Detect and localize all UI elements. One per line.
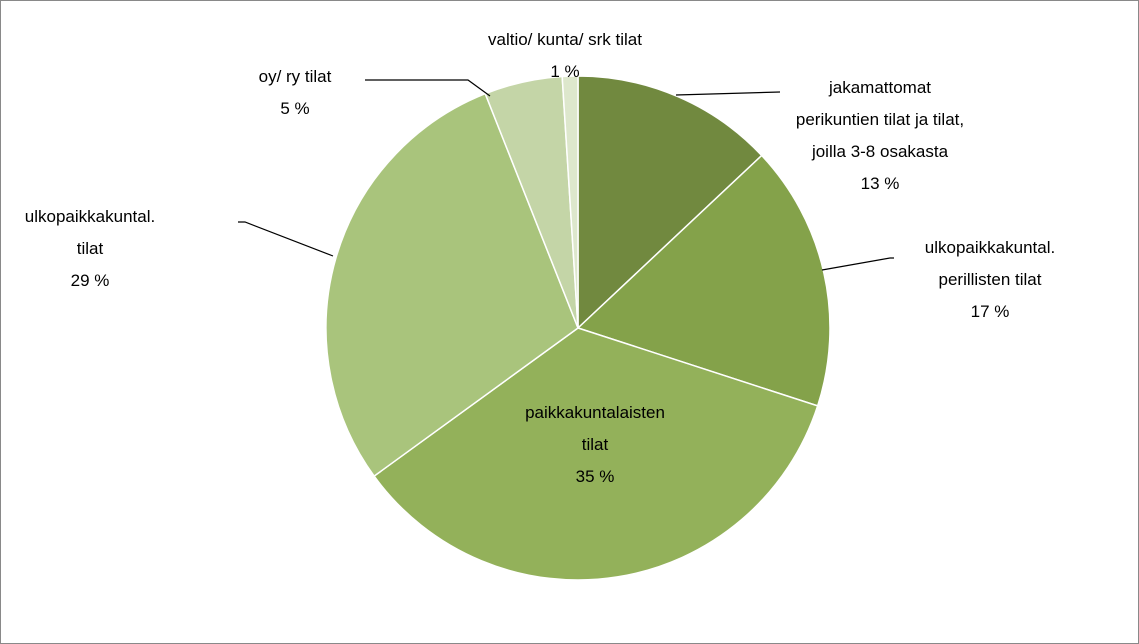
category-label: valtio/ kunta/ srk tilat xyxy=(487,30,642,49)
value-label: 13 % xyxy=(860,174,900,193)
value-label: 1 % xyxy=(550,62,580,81)
value-label: 29 % xyxy=(70,271,110,290)
pie-slice xyxy=(373,327,819,581)
category-label: ulkopaikkakuntal. tilat xyxy=(24,207,156,258)
slice-label: paikkakuntalaisten tilat 35 % xyxy=(510,397,680,493)
category-label: jakamattomat perikuntien tilat ja tilat,… xyxy=(795,78,965,161)
pie-slice xyxy=(577,75,763,330)
slice-label: jakamattomat perikuntien tilat ja tilat,… xyxy=(793,72,968,200)
value-label: 35 % xyxy=(575,467,615,486)
leader-line xyxy=(821,257,894,271)
slice-label: oy/ ry tilat 5 % xyxy=(235,61,355,125)
category-label: ulkopaikkakuntal. perillisten tilat xyxy=(924,238,1056,289)
category-label: paikkakuntalaisten tilat xyxy=(525,403,665,454)
leader-line xyxy=(675,91,781,96)
leader-line xyxy=(365,79,491,97)
value-label: 5 % xyxy=(280,99,310,118)
pie-slice xyxy=(576,154,831,407)
pie-slice xyxy=(325,92,579,478)
slice-label: ulkopaikkakuntal. tilat 29 % xyxy=(15,201,165,297)
slice-label: valtio/ kunta/ srk tilat 1 % xyxy=(485,24,645,88)
slice-label: ulkopaikkakuntal. perillisten tilat 17 % xyxy=(910,232,1070,328)
pie-slice xyxy=(561,75,579,329)
leader-line xyxy=(238,221,334,257)
category-label: oy/ ry tilat xyxy=(258,67,332,86)
value-label: 17 % xyxy=(970,302,1010,321)
